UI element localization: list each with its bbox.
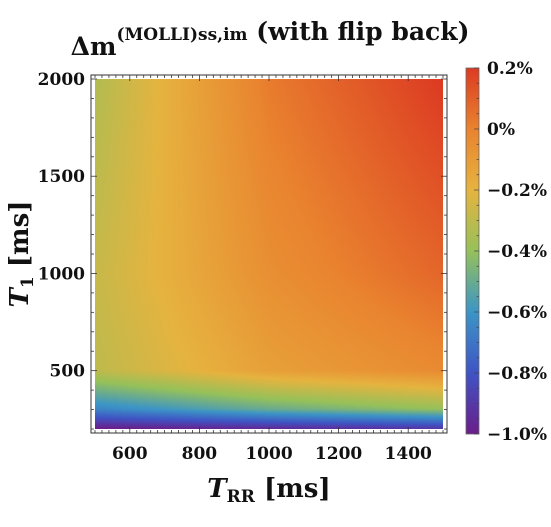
title-suffix: (with flip back) [248, 17, 470, 46]
colorbar-tick-label: 0.2% [487, 59, 533, 79]
x-axis-title-unit: [ms] [255, 474, 331, 504]
y-axis-ticks: 500 1000 1500 2000 [38, 70, 447, 430]
x-tick-label: 1400 [385, 444, 432, 464]
x-tick-label: 800 [182, 444, 218, 464]
x-tick-label: 600 [112, 444, 148, 464]
colorbar-tick-label: 0% [487, 120, 515, 140]
colorbar: 0.2% 0% −0.2% −0.4% −0.6% −0.8% −1.0% [465, 59, 547, 445]
y-tick-label: 2000 [38, 70, 85, 90]
x-axis-title-sub: RR [227, 487, 256, 507]
colorbar-tick-label: −0.6% [487, 303, 547, 323]
title-prefix: Δm [71, 32, 117, 61]
colorbar-gradient [466, 68, 479, 434]
colorbar-ticks: 0.2% 0% −0.2% −0.4% −0.6% −0.8% −1.0% [474, 59, 547, 445]
colorbar-tick-label: −1.0% [487, 425, 547, 445]
y-tick-label: 500 [50, 362, 86, 382]
chart-title: Δm(MOLLI)ss,im (with flip back) [71, 17, 470, 61]
colorbar-tick-label: −0.2% [487, 181, 547, 201]
y-axis-title-unit: [ms] [5, 200, 35, 276]
x-axis-title: TRR [ms] [207, 474, 330, 507]
x-axis-title-main: T [207, 474, 228, 504]
y-axis-title-main: T [5, 287, 35, 308]
colorbar-tick-label: −0.8% [487, 364, 547, 384]
y-axis-title: T1 [ms] [5, 200, 38, 307]
heatmap-image [95, 79, 443, 429]
title-superscript: (MOLLI) [116, 25, 198, 45]
y-axis-title-sub: 1 [18, 276, 38, 288]
x-axis-ticks: 600 800 1000 1200 1400 [94, 75, 444, 464]
colorbar-tick-label: −0.4% [487, 242, 547, 262]
x-tick-label: 1200 [315, 444, 362, 464]
plot-area: 600 800 1000 1200 1400 500 1000 1500 2000 [38, 70, 448, 464]
title-subscript: ss,im [198, 25, 248, 45]
x-tick-label: 1000 [245, 444, 292, 464]
y-tick-label: 1000 [38, 264, 85, 284]
y-tick-label: 1500 [38, 167, 85, 187]
